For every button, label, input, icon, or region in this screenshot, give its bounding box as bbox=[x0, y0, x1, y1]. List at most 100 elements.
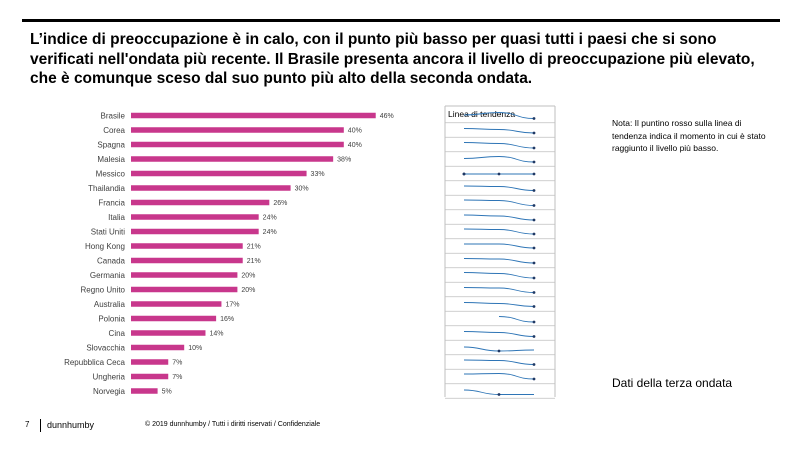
trend-low-point bbox=[532, 335, 536, 338]
bar bbox=[131, 243, 243, 249]
category-label: Hong Kong bbox=[85, 242, 125, 251]
value-label: 24% bbox=[263, 229, 277, 236]
category-label: Polonia bbox=[98, 315, 125, 324]
category-label: Cina bbox=[109, 329, 126, 338]
value-label: 20% bbox=[241, 273, 255, 280]
value-label: 33% bbox=[311, 171, 325, 178]
trend-line bbox=[463, 142, 535, 149]
bar bbox=[131, 156, 334, 162]
bar bbox=[131, 330, 206, 336]
trend-low-point bbox=[497, 393, 501, 396]
bar bbox=[131, 257, 243, 264]
bar bbox=[131, 141, 344, 148]
category-label: Spagna bbox=[97, 141, 125, 150]
top-rule bbox=[22, 19, 780, 22]
bar bbox=[131, 272, 238, 278]
bar bbox=[131, 359, 169, 365]
value-label: 40% bbox=[348, 142, 362, 149]
category-label: Ungheria bbox=[93, 373, 126, 382]
value-label: 26% bbox=[273, 200, 287, 207]
trend-line bbox=[464, 243, 535, 249]
category-label: Regno Unito bbox=[81, 286, 126, 295]
category-label: Germania bbox=[90, 271, 126, 280]
value-label: 20% bbox=[241, 287, 255, 294]
value-label: 21% bbox=[247, 258, 261, 265]
category-label: Australia bbox=[94, 300, 126, 309]
footer-divider bbox=[40, 419, 41, 432]
value-label: 30% bbox=[295, 186, 309, 193]
trend-low-point bbox=[497, 349, 501, 353]
trend-low-point bbox=[532, 363, 536, 366]
trend-low-point bbox=[532, 131, 536, 135]
category-label: Corea bbox=[103, 126, 125, 135]
bar bbox=[131, 286, 238, 293]
trend-low-point bbox=[532, 218, 536, 222]
trend-point bbox=[497, 172, 501, 176]
page-number: 7 bbox=[25, 420, 30, 429]
category-label: Slovacchia bbox=[86, 344, 125, 353]
trend-low-point bbox=[532, 320, 536, 324]
category-label: Canada bbox=[97, 257, 126, 266]
category-label: Repubblica Ceca bbox=[64, 358, 125, 367]
value-label: 21% bbox=[247, 244, 261, 251]
trend-low-point bbox=[532, 146, 536, 150]
trend-point bbox=[462, 172, 466, 176]
trend-line bbox=[463, 156, 535, 163]
bar bbox=[131, 214, 259, 220]
value-label: 38% bbox=[337, 157, 351, 164]
value-label: 14% bbox=[209, 331, 223, 338]
trend-line bbox=[463, 214, 535, 221]
trend-low-point bbox=[532, 291, 536, 294]
value-label: 7% bbox=[172, 360, 182, 367]
trend-low-point bbox=[532, 377, 536, 381]
trend-line bbox=[498, 316, 535, 323]
brand-logo: dunnhumby bbox=[47, 420, 95, 430]
category-label: Francia bbox=[98, 199, 125, 208]
bar bbox=[131, 112, 376, 119]
trend-line bbox=[463, 359, 535, 365]
wave-label: Dati della terza ondata bbox=[612, 376, 733, 390]
trend-line bbox=[463, 373, 535, 380]
value-label: 10% bbox=[188, 345, 202, 352]
category-label: Brasile bbox=[101, 112, 126, 121]
trend-line bbox=[463, 112, 535, 119]
trend-low-point bbox=[532, 246, 536, 250]
bar bbox=[131, 301, 222, 307]
trend-low-point bbox=[532, 261, 536, 265]
value-label: 16% bbox=[220, 316, 234, 323]
trend-line bbox=[463, 199, 535, 206]
bar bbox=[131, 388, 158, 394]
category-label: Malesia bbox=[97, 155, 125, 164]
value-label: 46% bbox=[380, 113, 394, 120]
trend-low-point bbox=[532, 232, 536, 236]
trend-low-point bbox=[532, 305, 536, 308]
category-label: Italia bbox=[108, 213, 125, 222]
value-label: 24% bbox=[263, 215, 277, 222]
trend-note: Nota: Il puntino rosso sulla linea di te… bbox=[612, 118, 766, 153]
bar bbox=[131, 199, 270, 206]
bar bbox=[131, 185, 291, 191]
page-headline: L’indice di preoccupazione è in calo, co… bbox=[30, 31, 755, 87]
trend-line bbox=[463, 128, 535, 134]
category-label: Stati Uniti bbox=[91, 228, 125, 237]
category-label: Messico bbox=[96, 170, 126, 179]
trend-line bbox=[463, 287, 535, 293]
trend-low-point bbox=[532, 160, 536, 164]
trend-line bbox=[463, 272, 535, 279]
value-label: 17% bbox=[225, 302, 239, 309]
bar bbox=[131, 344, 185, 351]
category-label: Norvegia bbox=[93, 387, 126, 396]
value-label: 5% bbox=[162, 389, 172, 396]
trend-line bbox=[463, 331, 535, 337]
trend-line bbox=[463, 302, 535, 307]
bar bbox=[131, 228, 259, 235]
bar bbox=[131, 127, 344, 133]
value-label: 40% bbox=[348, 128, 362, 135]
bar bbox=[131, 315, 217, 322]
value-label: 7% bbox=[172, 374, 182, 381]
trend-point bbox=[532, 172, 536, 176]
trend-line bbox=[463, 185, 535, 191]
category-label: Thailandia bbox=[88, 184, 125, 193]
trend-low-point bbox=[532, 276, 536, 280]
trend-low-point bbox=[532, 189, 536, 192]
